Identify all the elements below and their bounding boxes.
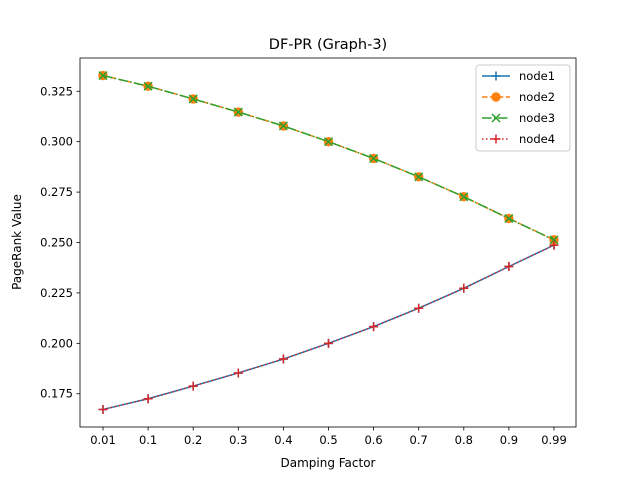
legend-marker xyxy=(491,113,501,123)
legend-entry: node4 xyxy=(482,132,555,146)
x-tick-label: 0.8 xyxy=(455,433,473,447)
legend-entry: node2 xyxy=(482,90,555,104)
data-point xyxy=(414,303,424,313)
data-point xyxy=(323,137,334,147)
legend-marker xyxy=(491,134,501,144)
data-point xyxy=(143,81,153,91)
data-point xyxy=(188,381,198,391)
data-point xyxy=(98,404,108,414)
x-tick-label: 0.9 xyxy=(500,433,518,447)
x-tick-label: 0.1 xyxy=(139,433,157,447)
data-point xyxy=(549,240,559,250)
x-tick-label: 0.99 xyxy=(541,433,567,447)
legend-label: node1 xyxy=(519,69,555,83)
y-tick-label: 0.300 xyxy=(40,135,73,149)
data-point xyxy=(278,354,288,364)
data-point xyxy=(233,107,243,117)
data-point xyxy=(233,368,243,378)
data-point xyxy=(188,94,198,104)
legend-marker xyxy=(491,92,501,102)
data-point xyxy=(278,121,288,131)
x-tick-label: 0.6 xyxy=(364,433,382,447)
data-point xyxy=(504,213,514,224)
data-point xyxy=(549,235,559,245)
data-point xyxy=(98,71,108,81)
data-point xyxy=(324,338,333,348)
y-tick-label: 0.175 xyxy=(40,387,73,401)
y-tick-label: 0.275 xyxy=(40,185,73,199)
plot-area: 0.01 0.1 0.2 0.3 0.4 0.5 0.6 0.7 0.8 0.9 0.99 0.175… xyxy=(40,57,577,447)
y-tick-label: 0.325 xyxy=(40,84,73,98)
y-axis-label: PageRank Value xyxy=(10,194,24,290)
y-tick-label: 0.250 xyxy=(40,236,73,250)
data-point xyxy=(459,192,469,202)
data-point xyxy=(143,394,153,404)
legend-frame xyxy=(475,64,571,152)
legend-label: node4 xyxy=(519,132,555,146)
legend-label: node3 xyxy=(519,111,555,125)
y-tick-label: 0.200 xyxy=(40,336,73,350)
data-point xyxy=(369,322,379,332)
series-node3 xyxy=(98,71,559,245)
x-tick-label: 0.4 xyxy=(274,433,292,447)
data-point xyxy=(504,261,514,271)
y-tick-label: 0.225 xyxy=(40,286,73,300)
legend-entry: node3 xyxy=(482,111,555,125)
legend-label: node2 xyxy=(519,90,555,104)
legend: node1 node2 node3 node4 xyxy=(475,64,571,152)
series-node4 xyxy=(98,240,559,414)
legend-marker xyxy=(491,71,501,81)
x-axis-label: Damping Factor xyxy=(280,456,375,470)
data-point xyxy=(459,283,469,293)
x-tick-label: 0.2 xyxy=(184,433,202,447)
x-tick-label: 0.3 xyxy=(229,433,247,447)
data-point xyxy=(369,153,379,163)
legend-entry: node1 xyxy=(482,69,555,83)
chart-title: DF-PR (Graph-3) xyxy=(269,37,387,53)
x-tick-label: 0.01 xyxy=(90,433,116,447)
x-tick-label: 0.5 xyxy=(319,433,337,447)
x-tick-label: 0.7 xyxy=(410,433,428,447)
data-point xyxy=(414,172,424,182)
